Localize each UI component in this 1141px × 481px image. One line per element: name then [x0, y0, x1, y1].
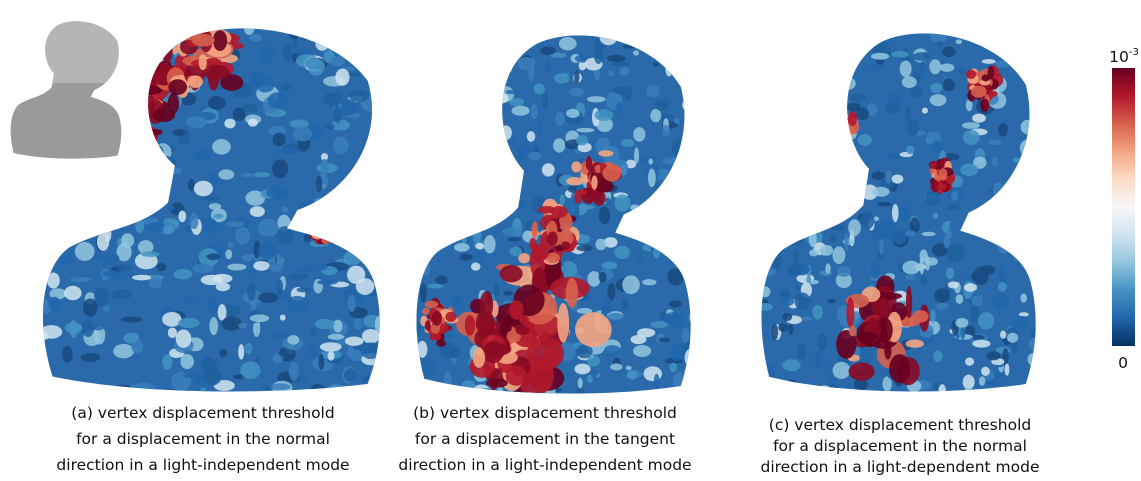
- caption-line: direction in a light-independent mode: [398, 456, 691, 474]
- colorbar-top-label: 10-3: [1109, 47, 1139, 66]
- heatmap-texture: [416, 35, 691, 394]
- caption-line: for a displacement in the tangent: [415, 430, 675, 448]
- heatmap-texture: [761, 33, 1036, 392]
- colorbar-bottom-label: 0: [1118, 354, 1128, 372]
- colorbar: [1112, 68, 1135, 346]
- reference-model: [10, 21, 122, 159]
- bust-heatmap-c: [761, 33, 1036, 392]
- captions: (a) vertex displacement threshold for a d…: [56, 404, 1039, 476]
- caption-line: (c) vertex displacement threshold: [769, 416, 1031, 434]
- caption-line: direction in a light-dependent mode: [760, 458, 1039, 476]
- bust-heatmap-b: [416, 35, 691, 394]
- caption-line: for a displacement in the normal: [773, 437, 1027, 455]
- caption-line: direction in a light-independent mode: [56, 456, 349, 474]
- caption-line: (a) vertex displacement threshold: [71, 404, 334, 422]
- caption-line: for a displacement in the normal: [76, 430, 330, 448]
- caption-line: (b) vertex displacement threshold: [413, 404, 677, 422]
